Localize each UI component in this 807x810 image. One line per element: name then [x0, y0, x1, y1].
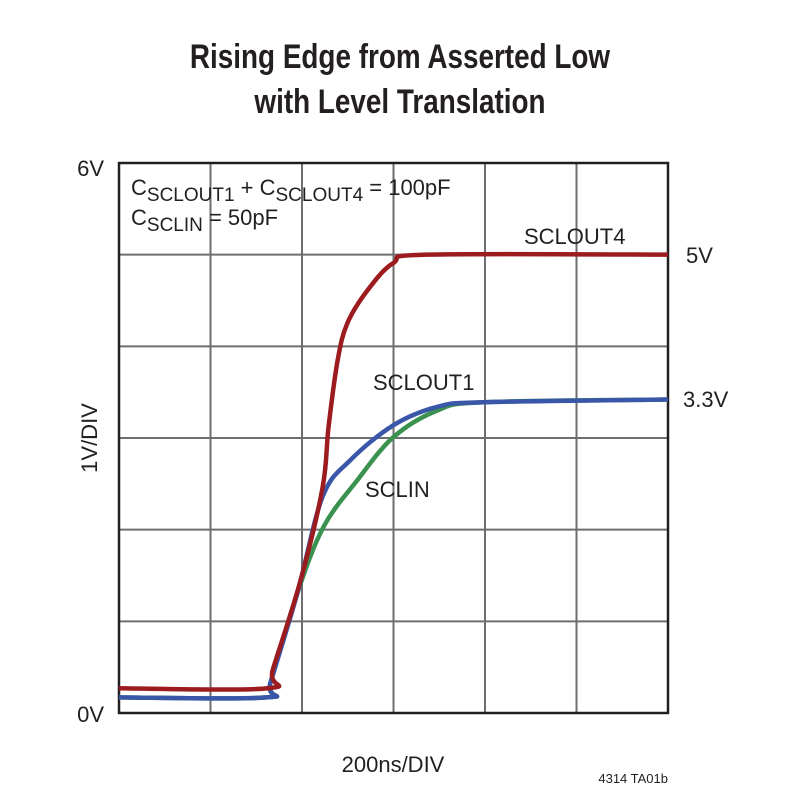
annotation-line-1: CSCLOUT1 + CSCLOUT4 = 100pF: [131, 175, 451, 206]
y-tick-top: 6V: [77, 156, 104, 181]
chart-title-line-2: with Level Translation: [254, 82, 546, 120]
right-label-3v3: 3.3V: [683, 387, 729, 412]
plot-frame: [117, 161, 670, 715]
figure-id: 4314 TA01b: [598, 771, 668, 786]
series-label-sclout4: SCLOUT4: [524, 224, 625, 249]
series-group: [118, 251, 669, 701]
series-line-sclout4: [118, 251, 669, 692]
annotation-line-2: CSCLIN = 50pF: [131, 205, 278, 236]
y-axis-label: 1V/DIV: [77, 403, 102, 473]
y-tick-bottom: 0V: [77, 702, 104, 727]
x-axis-label: 200ns/DIV: [342, 752, 445, 777]
series-label-sclout1: SCLOUT1: [373, 370, 474, 395]
right-label-5v: 5V: [686, 243, 713, 268]
chart-title-line-1: Rising Edge from Asserted Low: [190, 37, 611, 75]
series-label-sclin: SCLIN: [365, 477, 430, 502]
series-line-sclout1: [118, 397, 669, 701]
